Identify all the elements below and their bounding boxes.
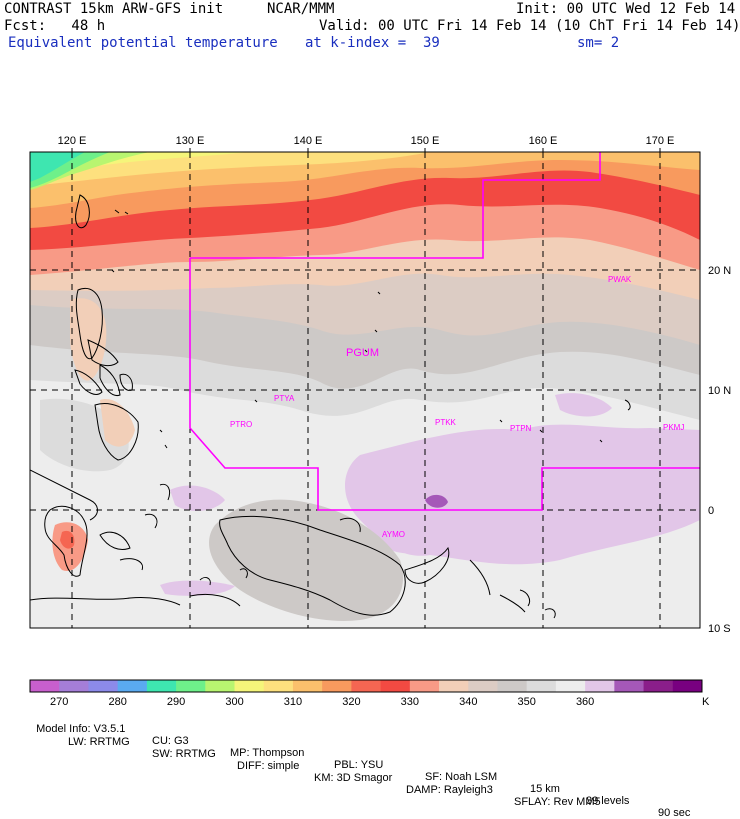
diff-scheme: DIFF: simple	[237, 760, 300, 772]
forecast-hour: Fcst: 48 h	[4, 18, 106, 34]
colorbar-cell	[380, 680, 411, 692]
colorbar-cell	[526, 680, 557, 692]
map-ticks	[71, 148, 661, 152]
colorbar-cell	[146, 680, 177, 692]
km-scheme: KM: 3D Smagor	[314, 772, 393, 784]
station-pwak: PWAK	[608, 275, 632, 284]
station-ptkk: PTKK	[435, 418, 457, 427]
smoothing: sm= 2	[577, 35, 620, 51]
colorbar-cell	[585, 680, 615, 692]
colorbar-cell	[30, 680, 60, 692]
colorbar-cell	[117, 680, 148, 692]
map-figure: 120 E 130 E 140 E 150 E 160 E 170 E 20 N…	[29, 135, 731, 708]
colorbar-label: 320	[342, 696, 360, 708]
colorbar-unit: K	[702, 696, 710, 708]
valid-time: Valid: 00 UTC Fri 14 Feb 14 (10 ChT Fri …	[319, 18, 740, 34]
lon-axis-labels: 120 E 130 E 140 E 150 E 160 E 170 E	[58, 135, 675, 147]
org-label: NCAR/MMM	[267, 1, 335, 17]
mp-scheme: MP: Thompson	[230, 747, 305, 759]
lon-label-140e: 140 E	[294, 135, 323, 147]
colorbar-cell	[322, 680, 352, 692]
init-time: Init: 00 UTC Wed 12 Feb 14	[516, 1, 736, 17]
colorbar-cell	[176, 680, 206, 692]
lon-label-150e: 150 E	[411, 135, 440, 147]
colorbar-label: 360	[576, 696, 594, 708]
lon-label-160e: 160 E	[529, 135, 558, 147]
station-labels: PGUM PWAK PTYA PTRO PTKK PTPN PKMJ AYMO	[230, 275, 684, 539]
colorbar-label: 280	[108, 696, 126, 708]
lw-scheme: LW: RRTMG	[68, 736, 130, 748]
model-title: CONTRAST 15km ARW-GFS init	[4, 1, 224, 17]
station-ptya: PTYA	[274, 394, 295, 403]
colorbar-cell	[439, 680, 469, 692]
colorbar-cell	[497, 680, 528, 692]
colorbar-label: 350	[518, 696, 536, 708]
lat-label-0: 0	[708, 505, 714, 517]
colorbar-cell	[555, 680, 586, 692]
theta-e-field	[30, 152, 700, 628]
colorbar-cell	[59, 680, 89, 692]
timestep: 90 sec	[658, 807, 691, 819]
colorbar-cell	[468, 680, 498, 692]
colorbar-cell	[263, 680, 294, 692]
colorbar-label: 300	[225, 696, 243, 708]
lat-label-10s: 10 S	[708, 623, 731, 635]
lat-axis-labels: 20 N 10 N 0 10 S	[708, 265, 731, 635]
level-index: at k-index = 39	[305, 35, 440, 51]
resolution: 15 km	[530, 783, 560, 795]
coastlines	[30, 194, 631, 619]
pbl-scheme: PBL: YSU	[334, 759, 384, 771]
colorbar-frame	[29, 679, 703, 693]
colorbar-label: 330	[401, 696, 419, 708]
colorbar-cell	[614, 680, 645, 692]
colorbar-cell	[643, 680, 674, 692]
colorbar-labels: 270 280 290 300 310 320 330 340 350 360	[50, 696, 594, 708]
sw-scheme: SW: RRTMG	[152, 748, 216, 760]
footer-line-2: LW: RRTMG SW: RRTMG DIFF: simple KM: 3D …	[30, 724, 601, 808]
colorbar-cell	[672, 680, 703, 692]
colorbar-label: 270	[50, 696, 68, 708]
station-ptro: PTRO	[230, 420, 252, 429]
domain-boundary	[189, 152, 700, 511]
colorbar-cell	[205, 680, 236, 692]
colorbar-cell	[292, 680, 323, 692]
lon-label-130e: 130 E	[176, 135, 205, 147]
sf-scheme: SF: Noah LSM	[425, 771, 498, 783]
colorbar-cell	[409, 680, 440, 692]
sflay-scheme: SFLAY: Rev MM5	[514, 796, 601, 808]
station-pkmj: PKMJ	[663, 423, 684, 432]
damp-scheme: DAMP: Rayleigh3	[406, 784, 493, 796]
lat-label-20n: 20 N	[708, 265, 731, 277]
colorbar-label: 310	[284, 696, 302, 708]
station-aymo: AYMO	[382, 530, 405, 539]
colorbar-label: 340	[459, 696, 477, 708]
lat-label-10n: 10 N	[708, 385, 731, 397]
colorbar-cell	[234, 680, 265, 692]
colorbar-cell	[88, 680, 119, 692]
colorbar-label: 290	[167, 696, 185, 708]
station-ptpn: PTPN	[510, 424, 532, 433]
colorbar-cell	[351, 680, 382, 692]
cu-scheme: CU: G3	[152, 735, 189, 747]
footer-line-1: Model Info: V3.5.1 CU: G3 MP: Thompson P…	[30, 711, 690, 819]
colorbar	[30, 680, 703, 692]
lon-label-120e: 120 E	[58, 135, 87, 147]
map-frame	[29, 151, 701, 629]
field-name: Equivalent potential temperature	[8, 35, 278, 51]
model-info: Model Info: V3.5.1	[36, 723, 126, 735]
lon-label-170e: 170 E	[646, 135, 675, 147]
station-pgum: PGUM	[346, 347, 379, 359]
